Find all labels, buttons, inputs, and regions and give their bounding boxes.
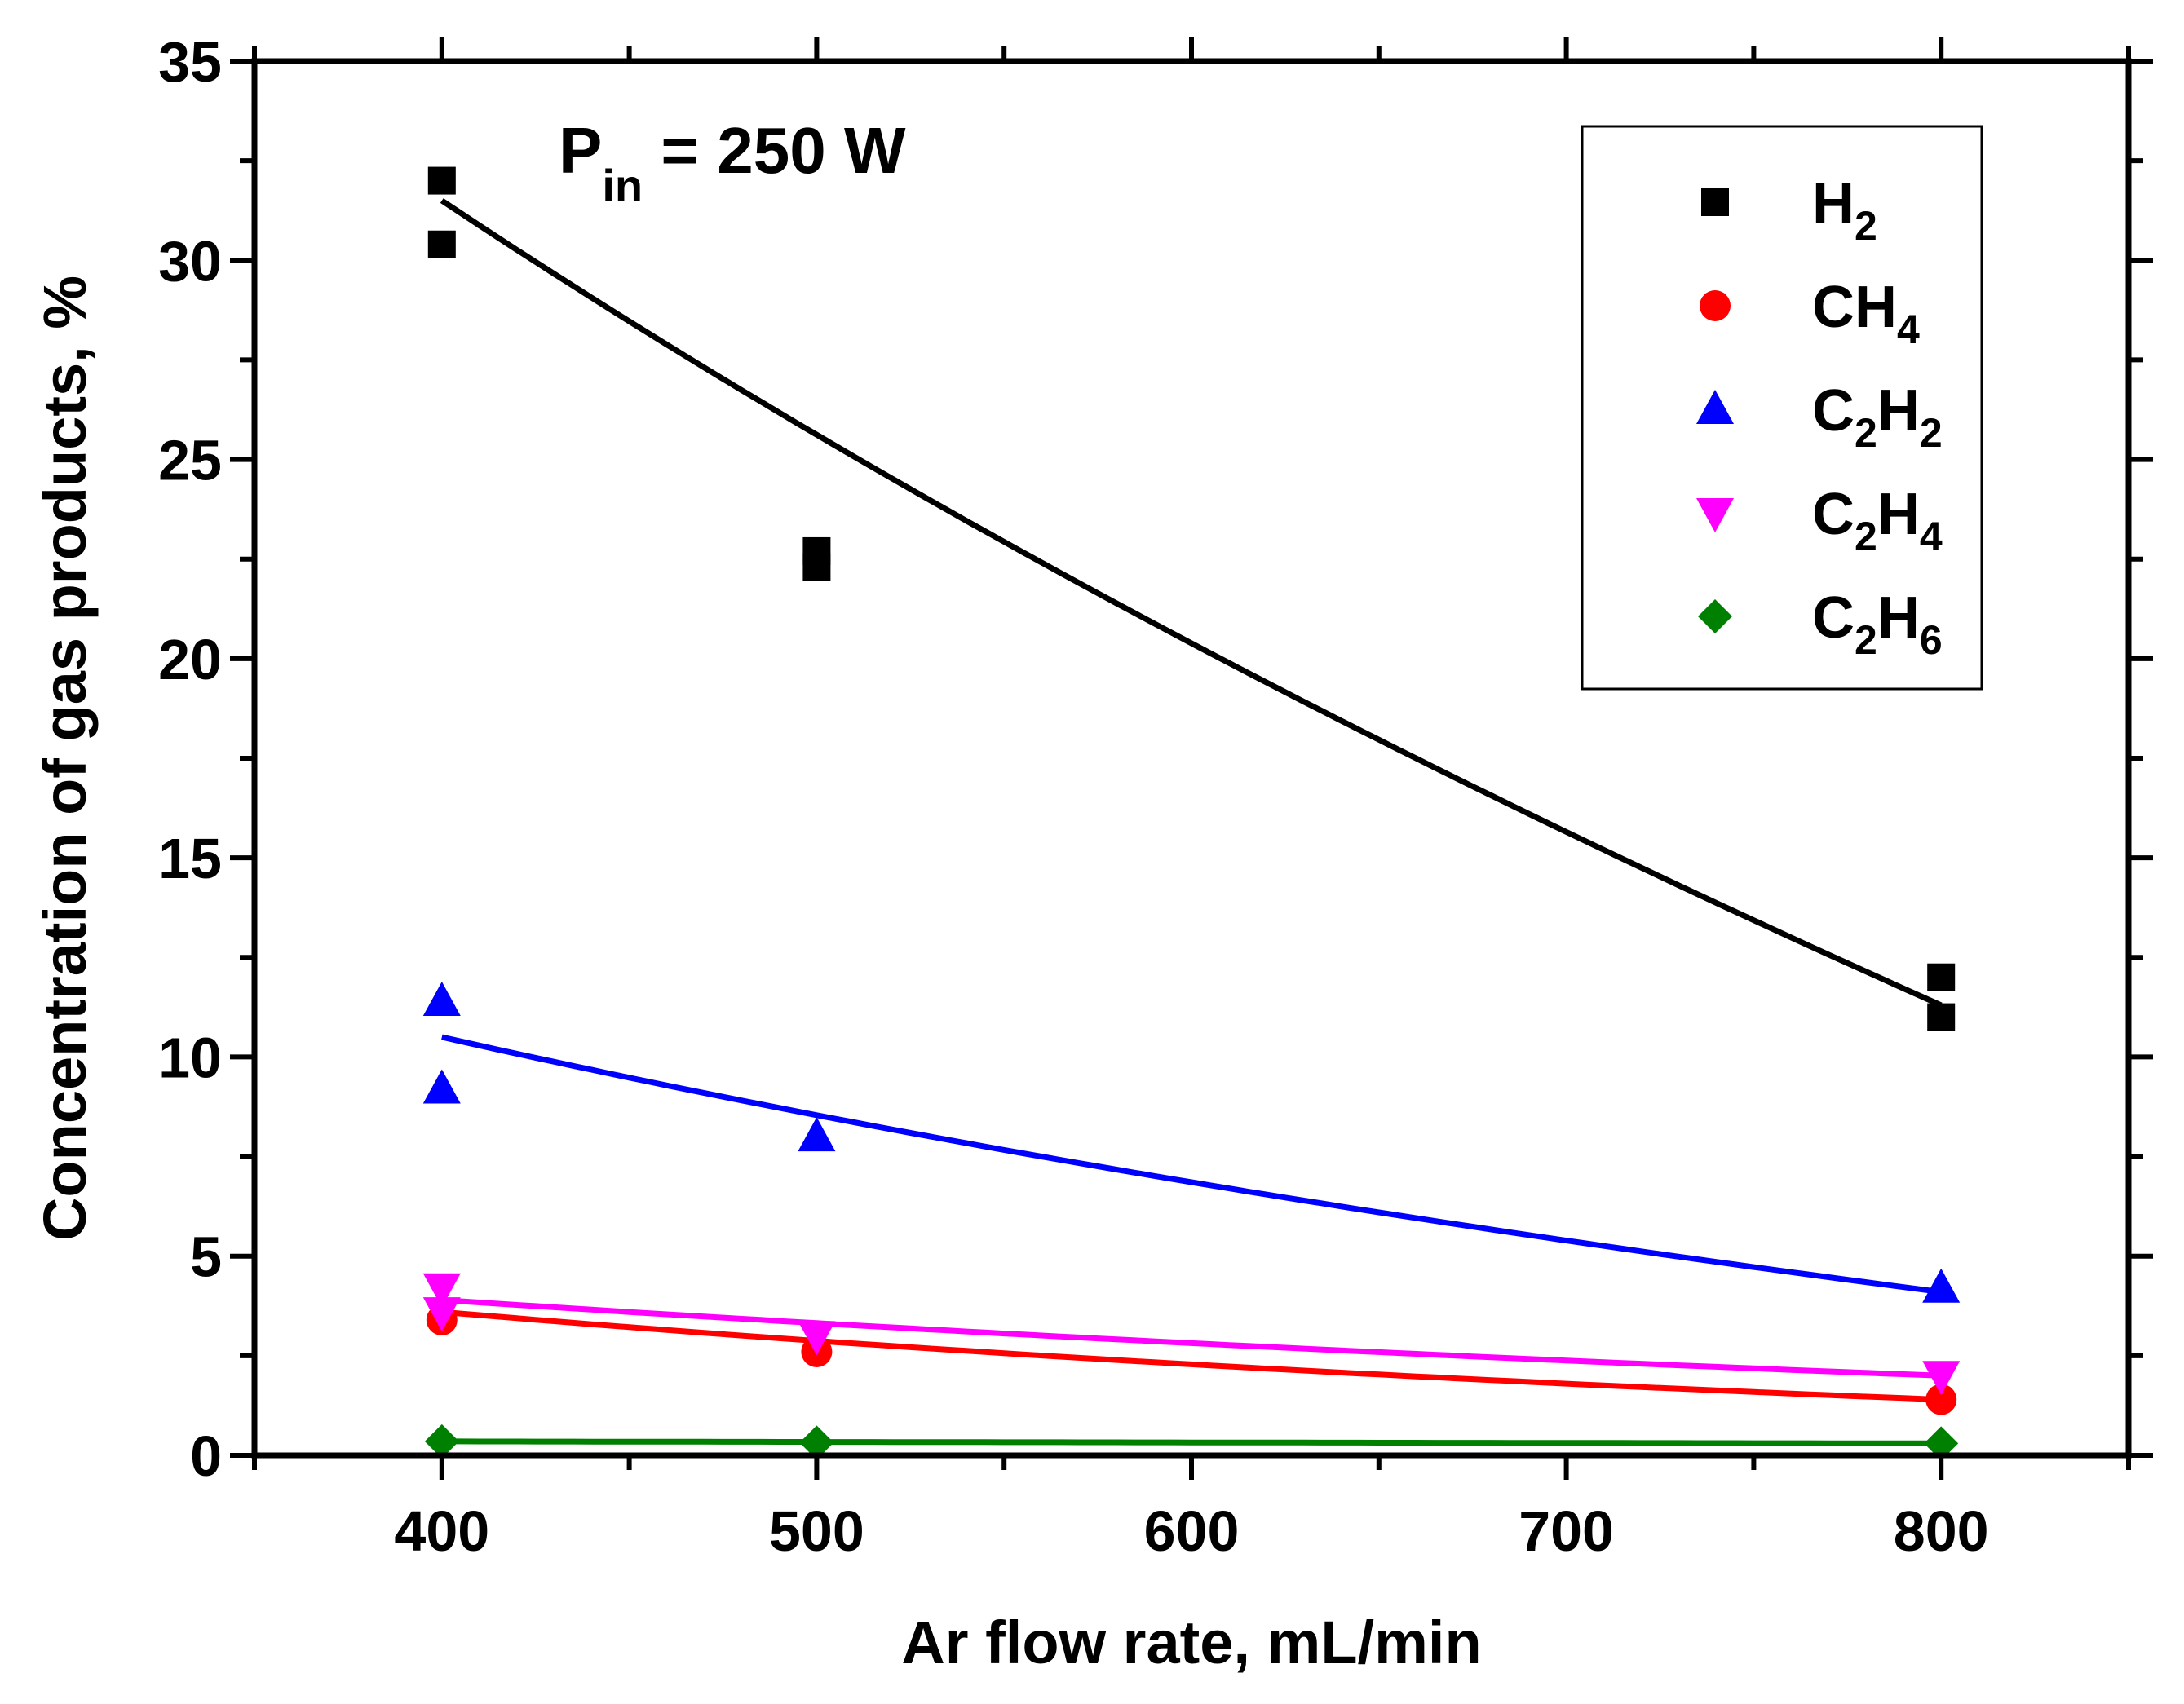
- point-c2h4: [798, 1321, 836, 1356]
- fit-curve-c2h2: [441, 1034, 1942, 1296]
- legend-label-ch4: CH4: [1812, 275, 1920, 352]
- point-c2h6: [424, 1424, 459, 1459]
- point-c2h2: [798, 1117, 836, 1152]
- point-ch4: [1925, 1384, 1957, 1415]
- legend-box: [1581, 125, 1983, 691]
- data-points: [422, 166, 1961, 1461]
- x-tick-label: 400: [394, 1499, 489, 1563]
- y-tick-label: 5: [190, 1225, 222, 1289]
- legend: H2 CH4 C2H2 C2H4 C2H6: [1581, 125, 1983, 691]
- point-h2: [427, 166, 456, 195]
- x-tick-label: 500: [769, 1499, 864, 1563]
- x-tick-label: 600: [1144, 1499, 1240, 1563]
- fit-curve-c2h4: [441, 1297, 1942, 1379]
- annotation: Pin = 250 W: [559, 114, 906, 211]
- point-c2h2: [422, 982, 461, 1017]
- x-tick-label: 700: [1519, 1499, 1614, 1563]
- x-axis-title: Ar flow rate, mL/min: [901, 1609, 1481, 1676]
- y-axis-title: Concentration of gas products, %: [31, 276, 99, 1241]
- point-h2: [802, 553, 831, 581]
- point-c2h2: [1922, 1268, 1961, 1303]
- legend-marker-ch4: [1700, 290, 1731, 321]
- y-tick-label: 15: [158, 827, 222, 890]
- y-tick-label: 20: [158, 628, 222, 691]
- y-tick-label: 30: [158, 229, 222, 293]
- legend-marker-h2: [1701, 188, 1729, 216]
- legend-marker-c2h4: [1696, 498, 1734, 532]
- legend-label-c2h2: C2H2: [1812, 378, 1943, 456]
- point-c2h2: [422, 1069, 461, 1104]
- legend-label-c2h6: C2H6: [1812, 585, 1943, 663]
- legend-marker-c2h2: [1696, 390, 1734, 424]
- y-tick-label: 25: [158, 429, 222, 492]
- y-tick-label: 10: [158, 1026, 222, 1089]
- y-tick-label: 35: [158, 30, 222, 94]
- point-c2h6: [1924, 1426, 1959, 1461]
- fit-curves: [440, 198, 1943, 1446]
- legend-marker-c2h6: [1698, 599, 1732, 633]
- point-c2h6: [799, 1425, 834, 1460]
- point-h2: [427, 230, 456, 258]
- point-h2: [1927, 963, 1956, 991]
- fit-curve-c2h6: [441, 1438, 1942, 1446]
- legend-label-h2: H2: [1812, 171, 1877, 249]
- fit-curve-ch4: [441, 1309, 1942, 1403]
- annotation-power: Pin = 250 W: [559, 114, 906, 211]
- y-tick-label: 0: [190, 1424, 222, 1488]
- point-c2h4: [1922, 1361, 1961, 1396]
- x-tick-label: 800: [1894, 1499, 1989, 1563]
- point-h2: [1927, 1003, 1956, 1031]
- point-c2h4: [422, 1273, 461, 1308]
- axes: 400 500 600 700 800 0 5 10 15 20 25 30 35 Ar flow rat…: [31, 30, 2153, 1676]
- legend-label-c2h4: C2H4: [1812, 482, 1943, 559]
- point-c2h4: [422, 1297, 461, 1332]
- fit-curve-h2: [440, 198, 1943, 1009]
